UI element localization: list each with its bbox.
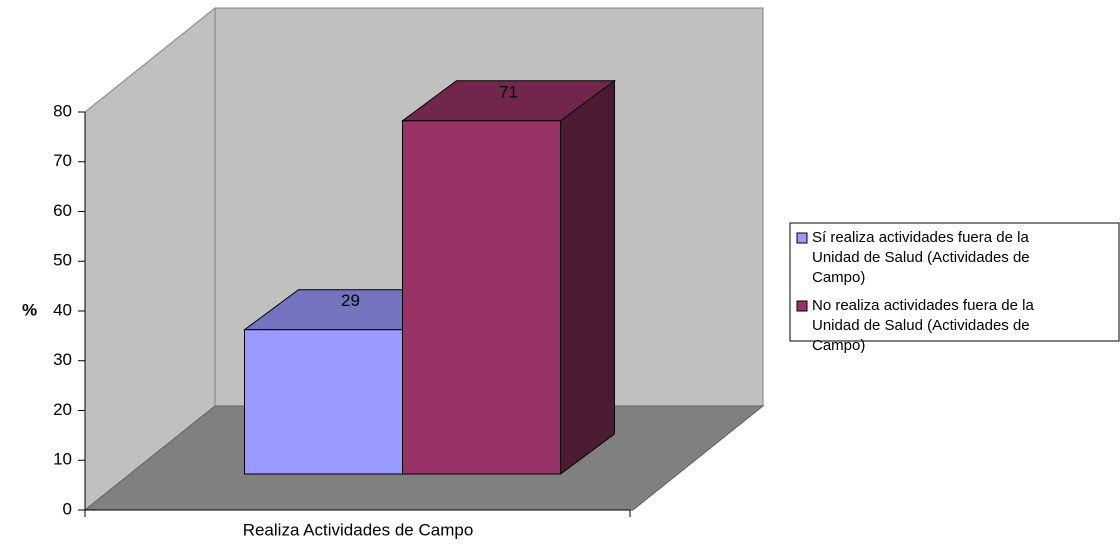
y-tick-label: 20 [53,400,72,419]
legend: Sí realiza actividades fuera de la Unidad… [789,222,1120,354]
y-tick-label: 40 [53,300,72,319]
legend-swatch [796,300,808,312]
y-tick-label: 0 [63,499,72,518]
y-tick-label: 70 [53,151,72,170]
bar [402,120,561,475]
y-tick-label: 80 [53,101,72,120]
legend-box [789,222,1120,342]
data-label: 71 [499,82,518,101]
y-tick-label: 50 [53,251,72,270]
x-tick-label: Realiza Actividades de Campo [243,520,474,539]
bar-side [560,79,615,475]
bar [244,329,403,475]
legend-swatch [796,232,808,244]
data-label: 29 [341,291,360,310]
y-tick-label: 10 [53,450,72,469]
y-tick-label: 30 [53,350,72,369]
legend-label: Sí realiza actividades fuera de la Unidad… [812,229,1030,286]
y-tick-label: 60 [53,201,72,220]
legend-label: No realiza actividades fuera de la Unidad… [812,297,1034,354]
y-axis-label: % [22,300,37,319]
